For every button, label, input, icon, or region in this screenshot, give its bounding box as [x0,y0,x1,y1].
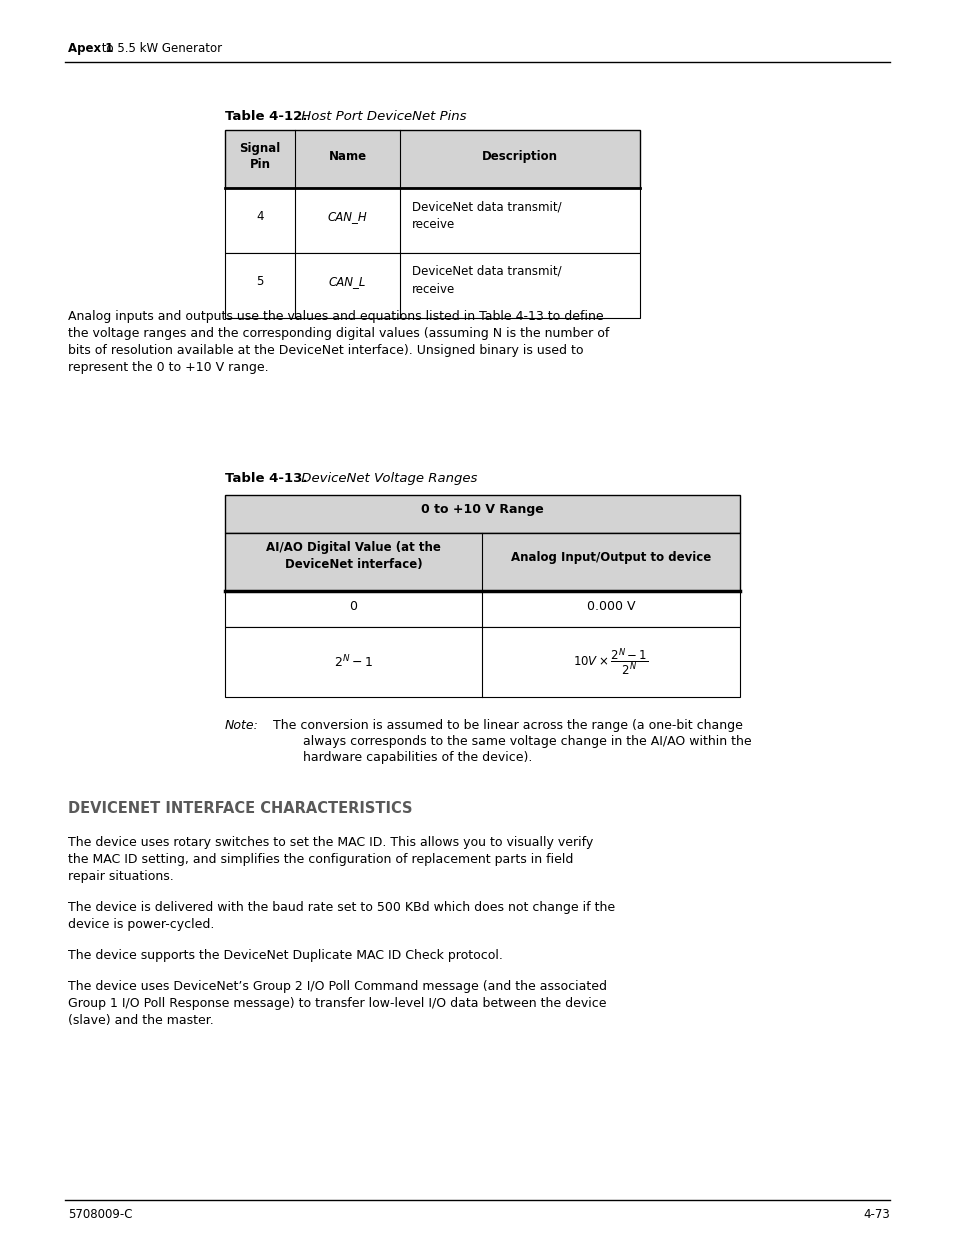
Text: The device is delivered with the baud rate set to 500 KBd which does not change : The device is delivered with the baud ra… [68,902,615,914]
Text: hardware capabilities of the device).: hardware capabilities of the device). [303,751,532,764]
Text: $2^N - 1$: $2^N - 1$ [334,653,373,671]
Text: The conversion is assumed to be linear across the range (a one-bit change: The conversion is assumed to be linear a… [265,719,742,732]
Text: DeviceNet data transmit/
receive: DeviceNet data transmit/ receive [412,200,561,231]
Bar [225,627,740,697]
Text: device is power-cycled.: device is power-cycled. [68,918,214,931]
Text: always corresponds to the same voltage change in the AI/AO within the: always corresponds to the same voltage c… [303,735,751,748]
Bar [225,592,740,627]
Bar [225,130,639,188]
Text: 5708009-C: 5708009-C [68,1208,132,1221]
Text: 5: 5 [256,275,263,288]
Bar [225,188,639,253]
Text: CAN_H: CAN_H [327,210,367,224]
Text: Host Port DeviceNet Pins: Host Port DeviceNet Pins [296,110,466,124]
Text: Analog inputs and outputs use the values and equations listed in Table 4-13 to d: Analog inputs and outputs use the values… [68,310,603,324]
Text: AI/AO Digital Value (at the
DeviceNet interface): AI/AO Digital Value (at the DeviceNet in… [266,541,440,571]
Text: bits of resolution available at the DeviceNet interface). Unsigned binary is use: bits of resolution available at the Devi… [68,345,583,357]
Bar [225,253,639,317]
Text: DeviceNet data transmit/
receive: DeviceNet data transmit/ receive [412,266,561,296]
Text: to 5.5 kW Generator: to 5.5 kW Generator [98,42,222,56]
Text: $10V\times\dfrac{2^N-1}{2^N}$: $10V\times\dfrac{2^N-1}{2^N}$ [573,646,648,678]
Text: Note:: Note: [225,719,258,732]
Text: Table 4-13.: Table 4-13. [225,472,307,485]
Text: the MAC ID setting, and simplifies the configuration of replacement parts in fie: the MAC ID setting, and simplifies the c… [68,853,573,866]
Text: Group 1 I/O Poll Response message) to transfer low-level I/O data between the de: Group 1 I/O Poll Response message) to tr… [68,997,606,1010]
Bar [225,495,740,534]
Text: 4: 4 [256,210,263,224]
Text: 0.000 V: 0.000 V [586,600,635,613]
Text: 4-73: 4-73 [862,1208,889,1221]
Text: 0 to +10 V Range: 0 to +10 V Range [420,503,543,516]
Text: CAN_L: CAN_L [329,275,366,288]
Text: Table 4-12.: Table 4-12. [225,110,307,124]
Text: Analog Input/Output to device: Analog Input/Output to device [511,551,710,564]
Text: the voltage ranges and the corresponding digital values (assuming N is the numbe: the voltage ranges and the corresponding… [68,327,609,340]
Text: Signal
Pin: Signal Pin [239,142,280,170]
Text: 0: 0 [349,600,357,613]
Text: DEVICENET INTERFACE CHARACTERISTICS: DEVICENET INTERFACE CHARACTERISTICS [68,802,412,816]
Text: The device uses rotary switches to set the MAC ID. This allows you to visually v: The device uses rotary switches to set t… [68,836,593,848]
Text: The device uses DeviceNet’s Group 2 I/O Poll Command message (and the associated: The device uses DeviceNet’s Group 2 I/O … [68,981,606,993]
Text: represent the 0 to +10 V range.: represent the 0 to +10 V range. [68,361,269,374]
Text: (slave) and the master.: (slave) and the master. [68,1014,213,1028]
Bar [225,534,740,592]
Text: DeviceNet Voltage Ranges: DeviceNet Voltage Ranges [296,472,476,485]
Text: Name: Name [328,149,366,163]
Text: Description: Description [481,149,558,163]
Text: repair situations.: repair situations. [68,869,173,883]
Text: The device supports the DeviceNet Duplicate MAC ID Check protocol.: The device supports the DeviceNet Duplic… [68,948,502,962]
Text: Apex 1: Apex 1 [68,42,113,56]
